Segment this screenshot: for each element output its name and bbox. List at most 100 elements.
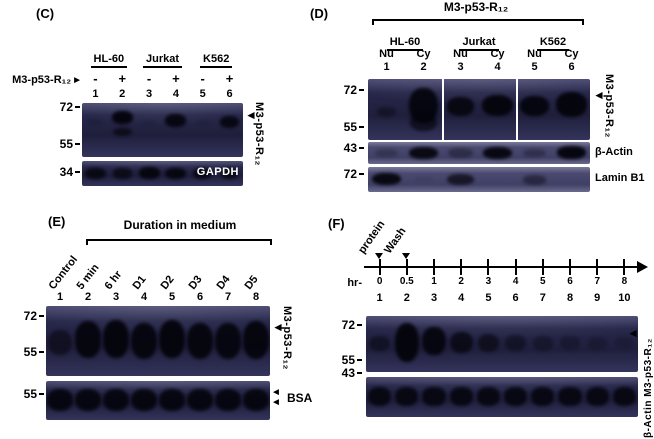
- lane-label-cell: D5: [242, 240, 270, 292]
- lane-number: 1: [56, 291, 64, 303]
- mw-value: 55: [23, 345, 37, 359]
- panel-c-treatment-signs-row: - + - + - +: [82, 72, 243, 85]
- treatment-label-text: M3-p53-R₁₂: [12, 74, 72, 86]
- lane-label-cell: 5 min: [74, 240, 102, 292]
- panel-e-label: (E): [48, 214, 66, 229]
- panel-d-fraction-row: Nu Cy Nu Cy Nu Cy: [368, 48, 590, 60]
- treatment-sign: -: [146, 71, 152, 86]
- lane-number: 2: [403, 292, 410, 304]
- band-arrow-icon: ◄: [627, 326, 639, 340]
- lane-label: D2: [158, 273, 177, 292]
- cell-line-header: HL-60: [368, 32, 442, 51]
- mw-value: 43: [341, 366, 355, 380]
- panel-f-actin-and-target-vertical-label: β-Actin M3-p53-R₁₂: [643, 338, 654, 438]
- lane-label-cell: D3: [186, 240, 214, 292]
- band-arrow-icon: ◄: [272, 320, 284, 334]
- lane-number: 4: [458, 292, 465, 304]
- time-value: 0.5: [399, 276, 414, 287]
- timeline-arrowhead-icon: [637, 261, 648, 273]
- panel-d-target-vertical-label: M3-p53-R₁₂: [603, 74, 615, 138]
- mw-marker-72: 72: [334, 83, 364, 97]
- time-value: 7: [594, 276, 600, 287]
- lane-number: 10: [618, 292, 631, 304]
- panel-d-title-bracket: [372, 19, 584, 25]
- mw-tick: [359, 147, 364, 149]
- western-blot-c-gapdh: GAPDH: [82, 161, 243, 186]
- treatment-sign: -: [93, 71, 98, 86]
- mw-tick: [75, 171, 80, 173]
- hr-axis-label: hr-: [347, 277, 362, 289]
- lane-label: D3: [186, 273, 205, 292]
- panel-d-cell-line-row: HL-60 Jurkat K562: [368, 32, 590, 51]
- panel-e-lane-number-row: 1 2 3 4 5 6 7 8: [46, 291, 270, 303]
- gapdh-label: GAPDH: [196, 166, 239, 178]
- panel-e-title: Duration in medium: [123, 218, 237, 232]
- fraction-label: Nu: [453, 48, 468, 60]
- lane-label-cell: 6 hr: [102, 240, 130, 292]
- fraction-label: Nu: [379, 48, 394, 60]
- western-blot-c-target: [82, 103, 243, 157]
- fraction-label: Nu: [527, 48, 542, 60]
- lane-number: 7: [539, 292, 546, 304]
- protein-added-label: protein: [356, 218, 388, 256]
- mw-value: 72: [341, 318, 355, 332]
- panel-c-cell-line-row: HL-60 Jurkat K562: [82, 49, 243, 68]
- protein-down-arrow-icon: [375, 253, 383, 259]
- fraction-label: Cy: [490, 48, 505, 60]
- mw-value: 72: [59, 100, 73, 114]
- band-arrow-icon: ◄: [593, 88, 605, 102]
- panel-c-treatment-label: M3-p53-R₁₂ ►: [0, 74, 82, 86]
- lane-number: 9: [594, 292, 601, 304]
- cell-line-name: Jurkat: [459, 36, 499, 51]
- panel-d-label: (D): [310, 6, 329, 21]
- mw-marker-72: 72: [332, 318, 362, 332]
- lane-number: 8: [252, 291, 260, 303]
- treatment-sign: +: [172, 71, 180, 86]
- western-blot-d-actin: [368, 142, 590, 164]
- bsa-label: BSA: [287, 391, 313, 405]
- panel-d-lane-number-row: 1 2 3 4 5 6: [368, 61, 590, 73]
- lane-label: 5 min: [74, 261, 102, 292]
- western-blot-f-actin: [366, 377, 638, 417]
- wash-down-arrow-icon: [402, 253, 410, 259]
- lane-number: 2: [119, 88, 126, 100]
- lane-number: 2: [420, 61, 427, 73]
- mw-tick: [359, 126, 364, 128]
- mw-tick: [39, 393, 44, 395]
- lane-number: 5: [168, 291, 176, 303]
- lane-label: 6 hr: [102, 268, 125, 292]
- lane-number: 3: [112, 291, 120, 303]
- western-blot-d-laminb1: [368, 167, 590, 192]
- mw-tick: [357, 372, 362, 374]
- mw-marker-55: 55: [14, 345, 44, 359]
- mw-value: 55: [59, 137, 73, 151]
- lane-number: 6: [226, 88, 233, 100]
- lane-number: 6: [196, 291, 204, 303]
- panel-c-label: (C): [36, 6, 55, 21]
- lane-number: 4: [172, 88, 179, 100]
- mw-tick: [357, 324, 362, 326]
- time-value: 5: [540, 276, 546, 287]
- mw-marker-72: 72: [14, 309, 44, 323]
- treatment-sign: +: [118, 71, 127, 86]
- lane-number: 1: [383, 61, 390, 73]
- lane-number: 2: [84, 291, 92, 303]
- mw-marker-43: 43: [334, 141, 364, 155]
- panel-e-target-vertical-label: M3-p53-R₁₂: [281, 306, 293, 370]
- cell-line-name: HL-60: [90, 53, 128, 68]
- lane-number: 3: [430, 292, 438, 304]
- mw-tick: [357, 359, 362, 361]
- western-blot-e-target: [46, 306, 270, 376]
- mw-tick: [359, 173, 364, 175]
- mw-tick: [75, 143, 80, 145]
- mw-tick: [359, 89, 364, 91]
- lane-label-cell: D1: [130, 240, 158, 292]
- panel-c-lane-number-row: 1 2 3 4 5 6: [82, 88, 243, 100]
- mw-marker-72: 72: [50, 100, 80, 114]
- time-value: 0: [376, 276, 383, 287]
- cell-line-name: K562: [200, 53, 233, 68]
- mw-value: 55: [341, 353, 355, 367]
- cell-line-header: K562: [189, 49, 243, 68]
- mw-marker-55: 55: [332, 353, 362, 367]
- band-arrow-icon: ◄: [271, 387, 281, 398]
